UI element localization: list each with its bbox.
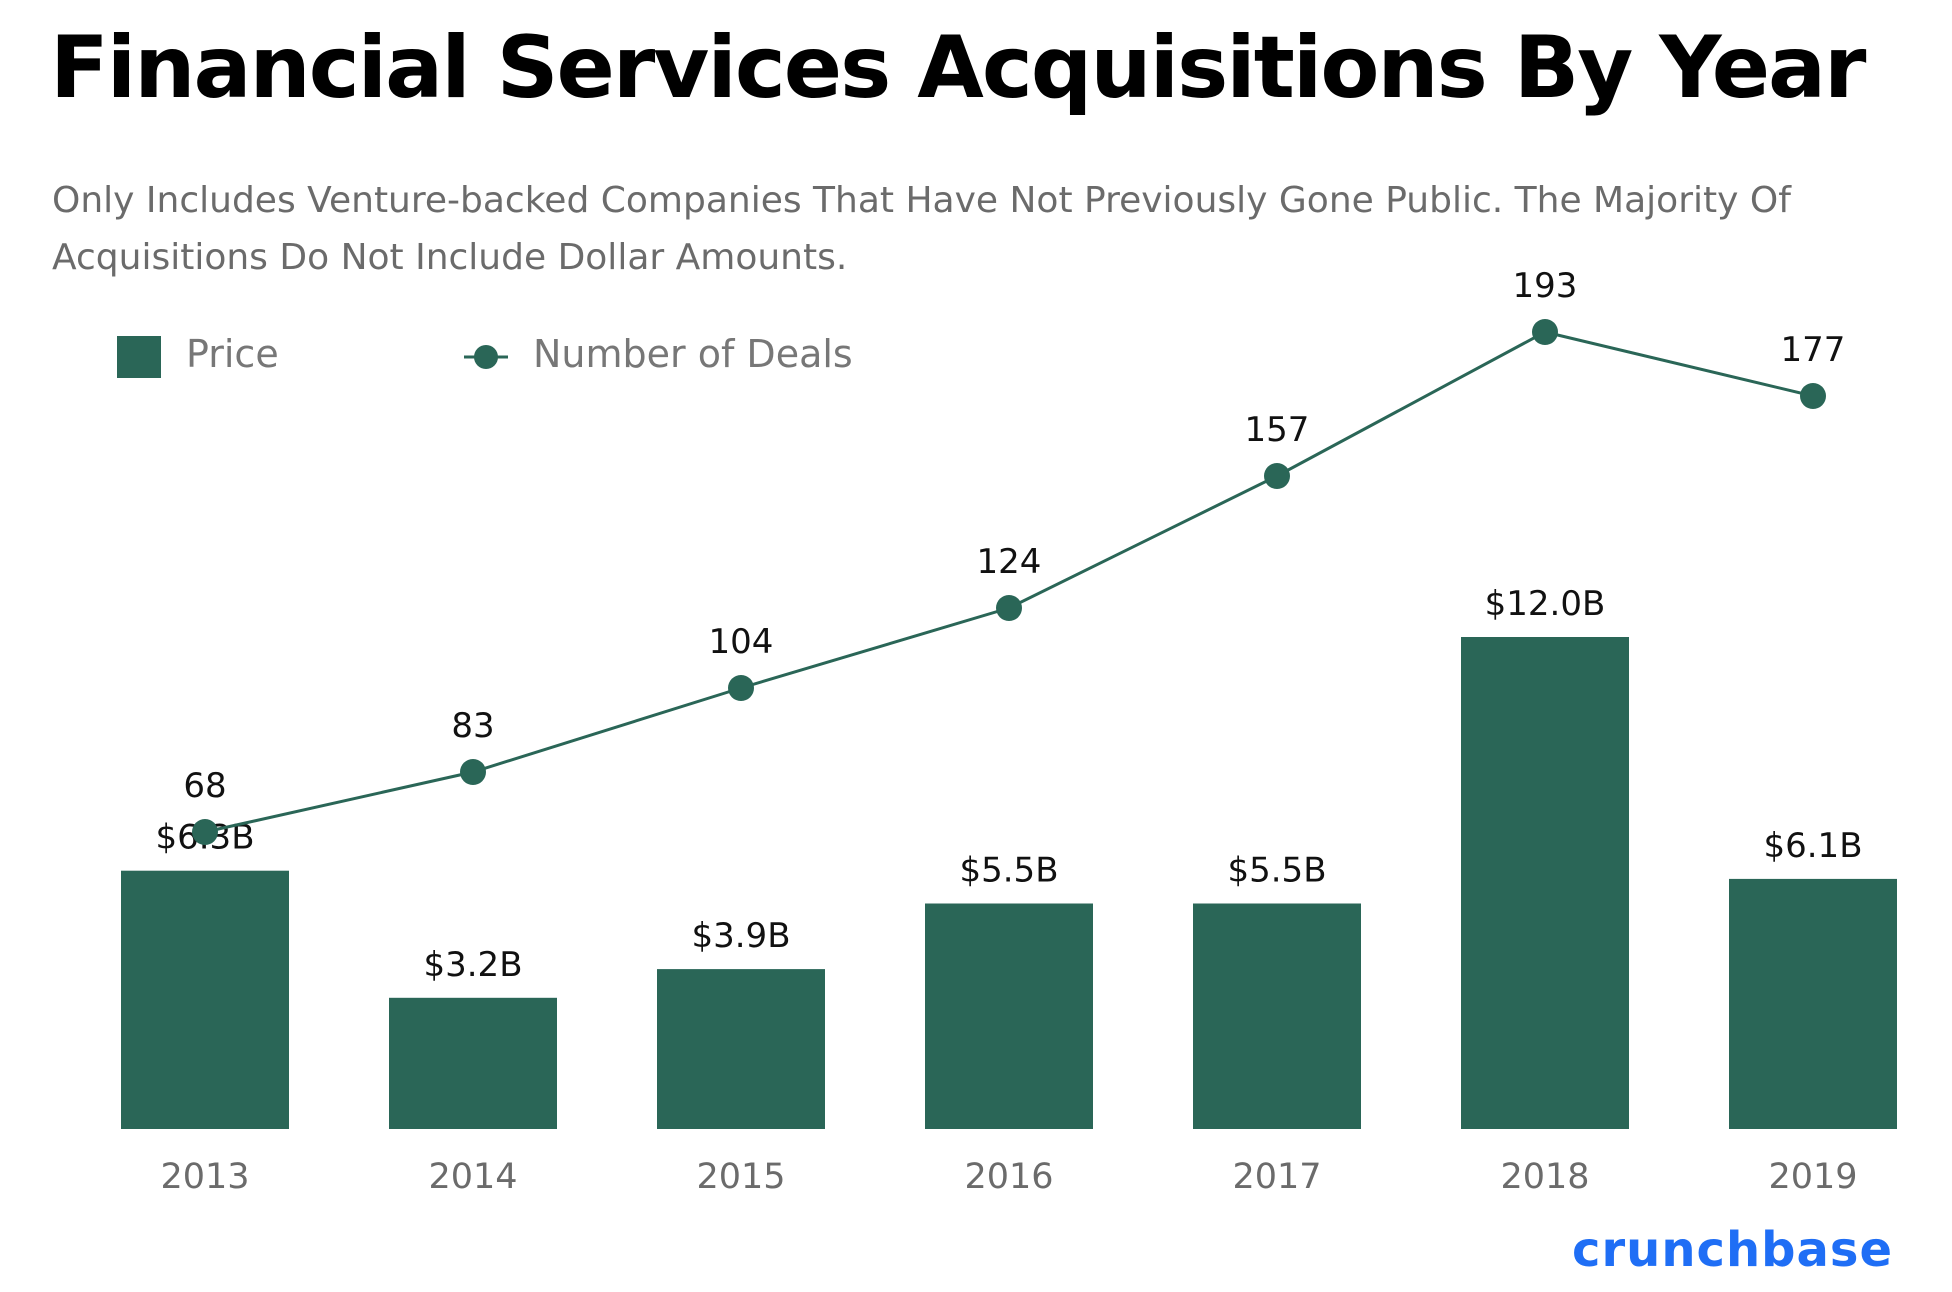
deals-point-2018: [1532, 319, 1558, 345]
chart-title: Financial Services Acquisitions By Year: [50, 18, 1866, 118]
deals-label-2017: 157: [1245, 410, 1310, 450]
bar-2015: [657, 969, 825, 1129]
chart-subtitle: Only Includes Venture-backed Companies T…: [52, 180, 1791, 278]
x-tick-2015: 2015: [696, 1157, 785, 1197]
deals-label-2015: 104: [709, 622, 774, 662]
deals-label-2014: 83: [451, 706, 494, 746]
x-tick-2019: 2019: [1768, 1157, 1857, 1197]
bar-label-2017: $5.5B: [1227, 851, 1326, 891]
bar-2017: [1193, 903, 1361, 1129]
deals-label-2016: 124: [977, 542, 1042, 582]
x-tick-2016: 2016: [964, 1157, 1053, 1197]
legend-deals-marker: [474, 345, 498, 369]
bar-label-2019: $6.1B: [1763, 826, 1862, 866]
bar-2013: [121, 870, 289, 1129]
bar-label-2016: $5.5B: [959, 851, 1058, 891]
bar-label-2018: $12.0B: [1485, 584, 1606, 624]
deals-point-2014: [460, 759, 486, 785]
bar-2018: [1461, 637, 1629, 1129]
deals-point-2016: [996, 595, 1022, 621]
x-tick-2018: 2018: [1500, 1157, 1589, 1197]
x-tick-2017: 2017: [1232, 1157, 1321, 1197]
deals-label-2019: 177: [1781, 330, 1846, 370]
deals-point-2017: [1264, 463, 1290, 489]
bar-2016: [925, 903, 1093, 1129]
legend-price-label: Price: [186, 332, 279, 376]
deals-point-2013: [192, 819, 218, 845]
legend-deals-icon: [464, 345, 508, 369]
bar-label-2015: $3.9B: [691, 916, 790, 956]
deals-label-2018: 193: [1513, 266, 1578, 306]
bar-2014: [389, 997, 557, 1129]
x-tick-2014: 2014: [428, 1157, 517, 1197]
crunchbase-logo: crunchbase: [1572, 1222, 1893, 1278]
bar-2019: [1729, 878, 1897, 1129]
deals-point-2015: [728, 675, 754, 701]
x-tick-2013: 2013: [160, 1157, 249, 1197]
bar-label-2014: $3.2B: [423, 945, 522, 985]
legend-deals-label: Number of Deals: [533, 332, 853, 376]
deals-point-2019: [1800, 383, 1826, 409]
legend-price-swatch: [117, 336, 161, 378]
deals-label-2013: 68: [183, 766, 226, 806]
